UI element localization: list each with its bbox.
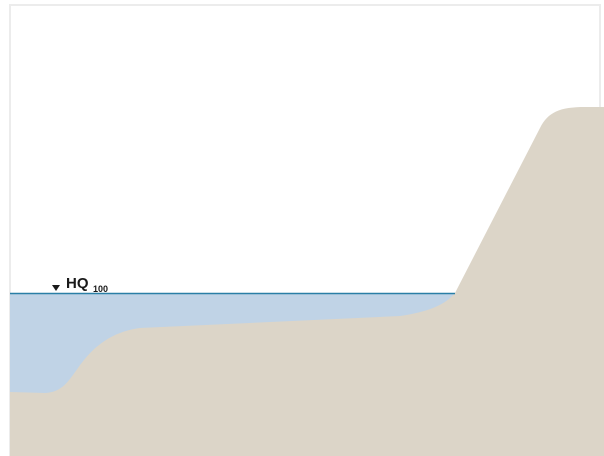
level-label: HQ [66, 275, 89, 292]
diagram: HQ 100 [0, 0, 604, 456]
level-subscript: 100 [93, 284, 108, 294]
